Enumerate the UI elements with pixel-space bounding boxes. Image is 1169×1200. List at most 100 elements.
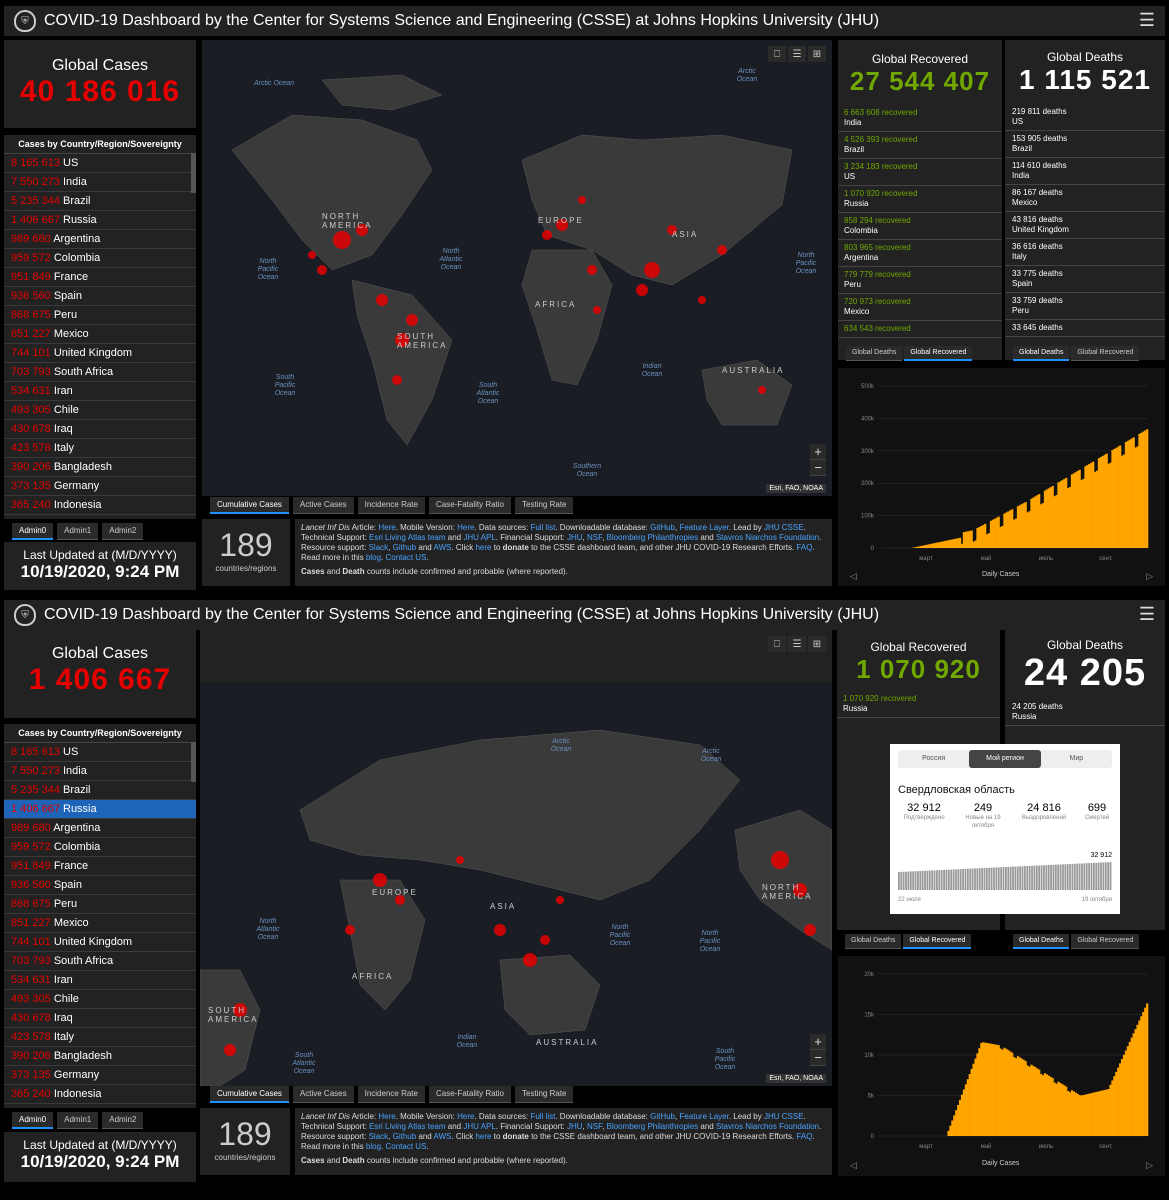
deaths-item[interactable]: 36 616 deaths Italy [1005, 239, 1165, 266]
country-row[interactable]: 8 165 613 US [4, 743, 196, 762]
case-marker[interactable] [373, 873, 387, 887]
case-marker[interactable] [644, 262, 660, 278]
tab-global-recovered[interactable]: Global Recovered [1071, 934, 1140, 949]
country-row[interactable]: 951 849 France [4, 857, 196, 876]
case-marker[interactable] [804, 924, 816, 936]
bookmark-icon[interactable]: ⎕ [768, 46, 786, 62]
country-row[interactable]: 703 793 South Africa [4, 363, 196, 382]
info-link[interactable]: JHU [566, 1122, 583, 1131]
case-marker[interactable] [523, 953, 537, 967]
country-row[interactable]: 703 793 South Africa [4, 952, 196, 971]
case-marker[interactable] [406, 314, 418, 326]
country-row[interactable]: 8 165 613 US [4, 154, 196, 173]
world-map[interactable]: ⎕ ☰ ⊞ Arctic Ocean Arctic Ocean North At… [200, 630, 832, 1086]
country-row[interactable]: 365 240 Indonesia [4, 1085, 196, 1104]
recovered-item[interactable]: 1 070 920 recovered Russia [837, 691, 1000, 718]
case-marker[interactable] [376, 294, 388, 306]
info-link[interactable]: AWS [433, 543, 452, 552]
deaths-item[interactable]: 43 816 deaths United Kingdom [1005, 212, 1165, 239]
tab-cumulative-cases[interactable]: Cumulative Cases [210, 1086, 289, 1103]
info-link[interactable]: Github [392, 1132, 417, 1141]
tab-admin0[interactable]: Admin0 [12, 523, 54, 540]
recovered-item[interactable]: 803 965 recovered Argentina [838, 240, 1002, 267]
case-marker[interactable] [667, 225, 677, 235]
case-marker[interactable] [308, 251, 316, 259]
country-row[interactable]: 7 550 273 India [4, 173, 196, 192]
info-link[interactable]: JHU APL [463, 1122, 496, 1131]
zoom-out-button[interactable]: − [810, 1050, 826, 1066]
info-link[interactable]: JHU APL [463, 533, 496, 542]
deaths-item[interactable]: 153 905 deaths Brazil [1005, 131, 1165, 158]
case-marker[interactable] [587, 265, 597, 275]
case-marker[interactable] [793, 883, 807, 897]
info-link[interactable]: Contact US [385, 1142, 427, 1151]
case-marker[interactable] [578, 196, 586, 204]
info-link[interactable]: AWS [433, 1132, 452, 1141]
basemap-icon[interactable]: ⊞ [808, 636, 826, 652]
info-link[interactable]: Full list [530, 523, 556, 532]
case-marker[interactable] [540, 935, 550, 945]
info-link[interactable]: JHU CSSE [763, 523, 804, 532]
recovered-item[interactable]: 6 663 608 recovered India [838, 105, 1002, 132]
tab-global-deaths[interactable]: Global Deaths [846, 346, 903, 361]
tab-active-cases[interactable]: Active Cases [292, 1086, 354, 1103]
info-link[interactable]: NSF [586, 1122, 603, 1131]
deaths-item[interactable]: 219 811 deaths US [1005, 104, 1165, 131]
info-link[interactable]: Slack [368, 1132, 389, 1141]
case-marker[interactable] [556, 219, 568, 231]
chart-prev-icon[interactable]: ◁ [850, 1160, 857, 1170]
info-link[interactable]: Bloomberg Philanthropies [606, 533, 699, 542]
info-link[interactable]: Feature Layer [679, 523, 729, 532]
recovered-item[interactable]: 779 779 recovered Peru [838, 267, 1002, 294]
country-row[interactable]: 430 678 Iraq [4, 420, 196, 439]
deaths-item[interactable]: 86 167 deaths Mexico [1005, 185, 1165, 212]
country-row[interactable]: 1 406 667 Russia [4, 800, 196, 819]
country-row[interactable]: 868 675 Peru [4, 306, 196, 325]
case-marker[interactable] [395, 333, 409, 347]
info-link[interactable]: FAQ [796, 1132, 813, 1141]
info-link[interactable]: blog [365, 553, 382, 562]
case-marker[interactable] [395, 895, 405, 905]
case-marker[interactable] [717, 245, 727, 255]
country-row[interactable]: 851 227 Mexico [4, 325, 196, 344]
info-link[interactable]: JHU [566, 533, 583, 542]
zoom-in-button[interactable]: + [810, 1034, 826, 1050]
hamburger-icon[interactable]: ☰ [1138, 10, 1155, 30]
info-link[interactable]: NSF [586, 533, 603, 542]
case-marker[interactable] [233, 1003, 247, 1017]
info-link[interactable]: Esri Living Atlas team [369, 533, 446, 542]
tab-cumulative-cases[interactable]: Cumulative Cases [210, 497, 289, 514]
world-map[interactable]: Arctic Ocean Arctic Ocean North Pacific … [202, 40, 832, 496]
tab-global-recovered[interactable]: Global Recovered [1071, 346, 1140, 361]
recovered-item[interactable]: 4 526 393 recovered Brazil [838, 132, 1002, 159]
info-link[interactable]: Slack [368, 543, 389, 552]
tab-testing-rate[interactable]: Testing Rate [515, 1086, 574, 1103]
country-row[interactable]: 936 560 Spain [4, 287, 196, 306]
recovered-item[interactable]: 634 543 recovered [838, 321, 1002, 338]
country-row[interactable]: 373 135 Germany [4, 1066, 196, 1085]
tab-incidence-rate[interactable]: Incidence Rate [357, 1086, 425, 1103]
info-link[interactable]: GitHub [650, 523, 675, 532]
country-row[interactable]: 7 550 273 India [4, 762, 196, 781]
info-link[interactable]: FAQ [796, 543, 813, 552]
info-link[interactable]: Esri Living Atlas team [369, 1122, 446, 1131]
daily-cases-chart[interactable]: 500k 400k 300k 200k 100k 0 март май июль сент. Da… [838, 368, 1165, 586]
deaths-item[interactable]: 114 610 deaths India [1005, 158, 1165, 185]
country-row[interactable]: 390 206 Bangladesh [4, 1047, 196, 1066]
hamburger-icon[interactable]: ☰ [1138, 604, 1155, 624]
case-marker[interactable] [758, 386, 766, 394]
tab-global-recovered[interactable]: Global Recovered [903, 934, 972, 949]
case-marker[interactable] [593, 306, 601, 314]
country-row[interactable]: 959 572 Colombia [4, 838, 196, 857]
country-row[interactable]: 534 631 Iran [4, 382, 196, 401]
case-marker[interactable] [224, 1044, 236, 1056]
info-link[interactable]: Github [392, 543, 417, 552]
country-row[interactable]: 390 206 Bangladesh [4, 458, 196, 477]
country-row[interactable]: 959 572 Colombia [4, 249, 196, 268]
tab-global-deaths[interactable]: Global Deaths [845, 934, 902, 949]
country-row[interactable]: 1 406 667 Russia [4, 211, 196, 230]
country-row[interactable]: 423 578 Italy [4, 439, 196, 458]
recovered-item[interactable]: 720 973 recovered Mexico [838, 294, 1002, 321]
country-row[interactable]: 5 235 344 Brazil [4, 192, 196, 211]
country-row[interactable]: 989 680 Argentina [4, 230, 196, 249]
